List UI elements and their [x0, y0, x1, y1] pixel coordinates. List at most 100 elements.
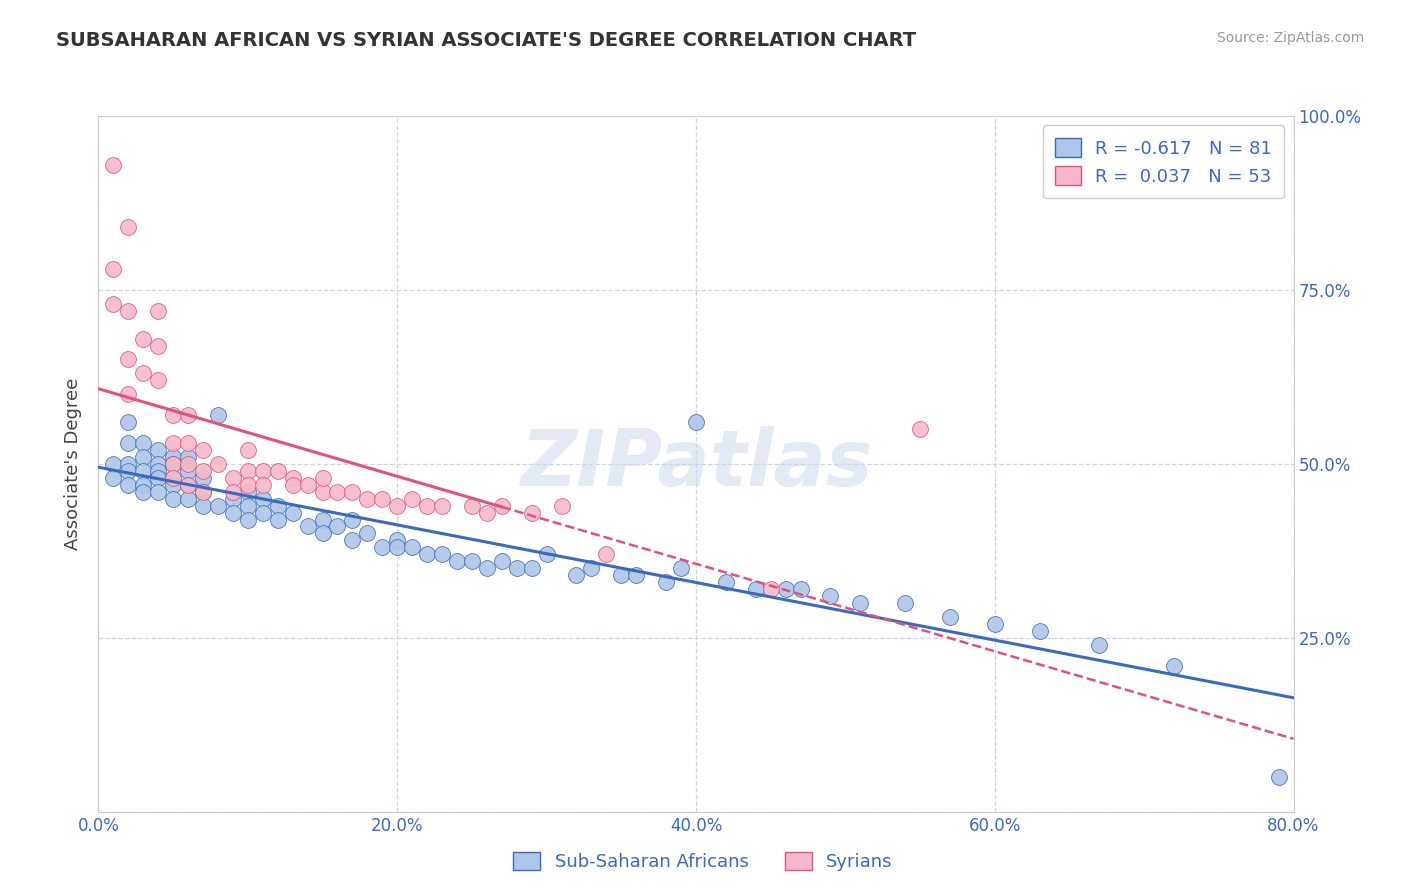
Point	[103, 297, 125, 311]
Point	[162, 457, 184, 471]
Point	[311, 526, 333, 541]
Point	[610, 568, 633, 582]
Point	[162, 436, 184, 450]
Point	[162, 471, 184, 485]
Point	[311, 471, 333, 485]
Point	[132, 477, 155, 491]
Point	[491, 554, 513, 568]
Point	[789, 582, 811, 596]
Point	[236, 442, 259, 457]
Point	[191, 484, 214, 499]
Point	[207, 499, 229, 513]
Point	[491, 499, 513, 513]
Point	[894, 596, 917, 610]
Point	[595, 547, 617, 561]
Point	[117, 457, 139, 471]
Point	[1028, 624, 1050, 638]
Point	[252, 491, 274, 506]
Point	[132, 436, 155, 450]
Point	[506, 561, 529, 575]
Point	[191, 442, 214, 457]
Point	[714, 575, 737, 590]
Point	[132, 484, 155, 499]
Point	[446, 554, 468, 568]
Point	[1088, 638, 1111, 652]
Point	[162, 408, 184, 422]
Point	[297, 519, 319, 533]
Point	[745, 582, 768, 596]
Point	[536, 547, 558, 561]
Point	[148, 303, 170, 318]
Point	[236, 484, 259, 499]
Point	[342, 484, 364, 499]
Point	[117, 352, 139, 367]
Point	[222, 484, 245, 499]
Legend: Sub-Saharan Africans, Syrians: Sub-Saharan Africans, Syrians	[506, 845, 900, 879]
Y-axis label: Associate's Degree: Associate's Degree	[65, 377, 83, 550]
Point	[222, 506, 245, 520]
Point	[148, 471, 170, 485]
Point	[177, 477, 200, 491]
Point	[177, 457, 200, 471]
Point	[117, 220, 139, 235]
Point	[148, 484, 170, 499]
Point	[416, 547, 439, 561]
Point	[401, 541, 423, 555]
Text: SUBSAHARAN AFRICAN VS SYRIAN ASSOCIATE'S DEGREE CORRELATION CHART: SUBSAHARAN AFRICAN VS SYRIAN ASSOCIATE'S…	[56, 31, 917, 50]
Point	[356, 526, 378, 541]
Point	[117, 477, 139, 491]
Point	[267, 512, 290, 526]
Point	[117, 387, 139, 401]
Point	[775, 582, 797, 596]
Point	[132, 332, 155, 346]
Point	[281, 506, 304, 520]
Point	[191, 464, 214, 478]
Point	[430, 499, 453, 513]
Point	[148, 457, 170, 471]
Point	[162, 471, 184, 485]
Text: Source: ZipAtlas.com: Source: ZipAtlas.com	[1216, 31, 1364, 45]
Point	[520, 561, 543, 575]
Point	[461, 554, 484, 568]
Point	[117, 415, 139, 429]
Point	[132, 464, 155, 478]
Point	[252, 506, 274, 520]
Point	[222, 471, 245, 485]
Point	[103, 471, 125, 485]
Point	[342, 512, 364, 526]
Point	[550, 499, 572, 513]
Point	[311, 484, 333, 499]
Point	[385, 541, 409, 555]
Point	[326, 484, 349, 499]
Point	[207, 457, 229, 471]
Point	[520, 506, 543, 520]
Point	[385, 533, 409, 548]
Point	[669, 561, 692, 575]
Point	[103, 262, 125, 277]
Point	[281, 471, 304, 485]
Point	[177, 408, 200, 422]
Point	[177, 436, 200, 450]
Point	[849, 596, 872, 610]
Point	[267, 464, 290, 478]
Point	[371, 541, 394, 555]
Point	[908, 422, 931, 436]
Point	[475, 561, 498, 575]
Point	[1267, 770, 1289, 784]
Text: ZIPatlas: ZIPatlas	[520, 425, 872, 502]
Point	[401, 491, 423, 506]
Point	[984, 616, 1007, 631]
Point	[371, 491, 394, 506]
Point	[385, 499, 409, 513]
Point	[1163, 658, 1185, 673]
Point	[177, 464, 200, 478]
Point	[236, 499, 259, 513]
Point	[132, 367, 155, 381]
Point	[311, 512, 333, 526]
Point	[416, 499, 439, 513]
Point	[191, 484, 214, 499]
Point	[117, 303, 139, 318]
Point	[326, 519, 349, 533]
Legend: R = -0.617   N = 81, R =  0.037   N = 53: R = -0.617 N = 81, R = 0.037 N = 53	[1043, 125, 1285, 198]
Point	[655, 575, 678, 590]
